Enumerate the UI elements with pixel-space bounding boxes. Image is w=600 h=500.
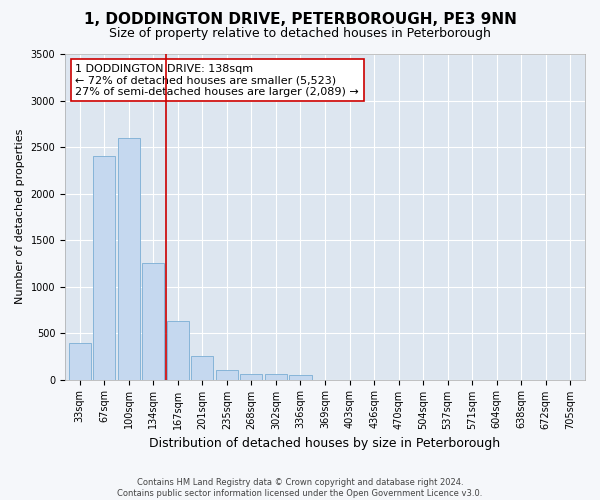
Bar <box>289 375 311 380</box>
X-axis label: Distribution of detached houses by size in Peterborough: Distribution of detached houses by size … <box>149 437 500 450</box>
Bar <box>93 156 115 380</box>
Text: 1, DODDINGTON DRIVE, PETERBOROUGH, PE3 9NN: 1, DODDINGTON DRIVE, PETERBOROUGH, PE3 9… <box>83 12 517 28</box>
Bar <box>167 321 189 380</box>
Bar <box>69 344 91 380</box>
Bar <box>142 264 164 380</box>
Bar <box>191 356 214 380</box>
Bar <box>265 374 287 380</box>
Bar <box>216 370 238 380</box>
Text: Contains HM Land Registry data © Crown copyright and database right 2024.
Contai: Contains HM Land Registry data © Crown c… <box>118 478 482 498</box>
Text: Size of property relative to detached houses in Peterborough: Size of property relative to detached ho… <box>109 28 491 40</box>
Bar <box>118 138 140 380</box>
Y-axis label: Number of detached properties: Number of detached properties <box>15 129 25 304</box>
Text: 1 DODDINGTON DRIVE: 138sqm
← 72% of detached houses are smaller (5,523)
27% of s: 1 DODDINGTON DRIVE: 138sqm ← 72% of deta… <box>76 64 359 97</box>
Bar <box>241 374 262 380</box>
